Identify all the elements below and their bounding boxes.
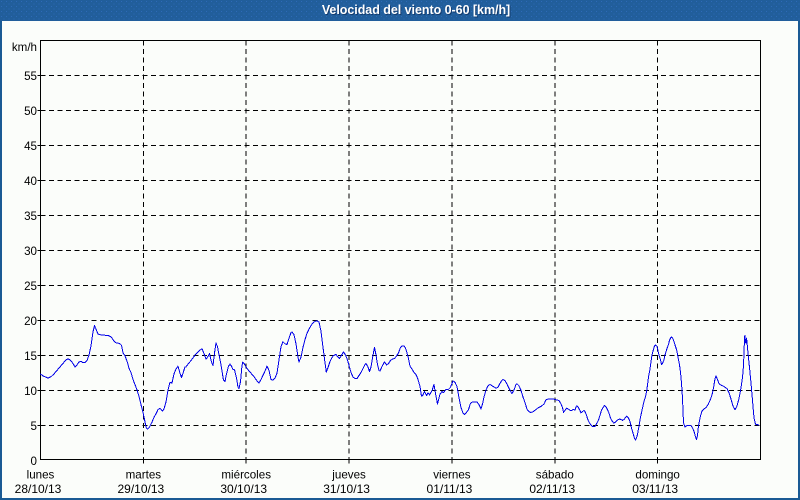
svg-text:sábado: sábado	[536, 469, 574, 482]
svg-text:02/11/13: 02/11/13	[529, 482, 575, 496]
svg-text:15: 15	[24, 350, 37, 363]
svg-text:0: 0	[31, 455, 37, 468]
svg-text:10: 10	[24, 385, 37, 398]
svg-text:03/11/13: 03/11/13	[632, 482, 678, 496]
svg-text:km/h: km/h	[12, 41, 37, 54]
svg-text:domingo: domingo	[635, 469, 679, 482]
svg-text:jueves: jueves	[331, 469, 366, 482]
svg-text:30: 30	[24, 245, 37, 258]
svg-text:35: 35	[24, 210, 37, 223]
svg-text:31/10/13: 31/10/13	[323, 482, 370, 496]
svg-text:5: 5	[31, 420, 37, 433]
svg-text:55: 55	[24, 70, 37, 83]
svg-text:martes: martes	[126, 469, 162, 482]
svg-text:lunes: lunes	[27, 469, 55, 482]
svg-text:29/10/13: 29/10/13	[118, 482, 165, 496]
svg-text:40: 40	[24, 175, 37, 188]
svg-text:viernes: viernes	[433, 469, 471, 482]
svg-text:miércoles: miércoles	[221, 469, 271, 482]
svg-text:30/10/13: 30/10/13	[220, 482, 267, 496]
svg-text:50: 50	[24, 105, 37, 118]
svg-text:20: 20	[24, 315, 37, 328]
svg-text:28/10/13: 28/10/13	[15, 482, 62, 496]
svg-text:01/11/13: 01/11/13	[427, 482, 473, 496]
svg-text:45: 45	[24, 140, 37, 153]
svg-text:25: 25	[24, 280, 37, 293]
